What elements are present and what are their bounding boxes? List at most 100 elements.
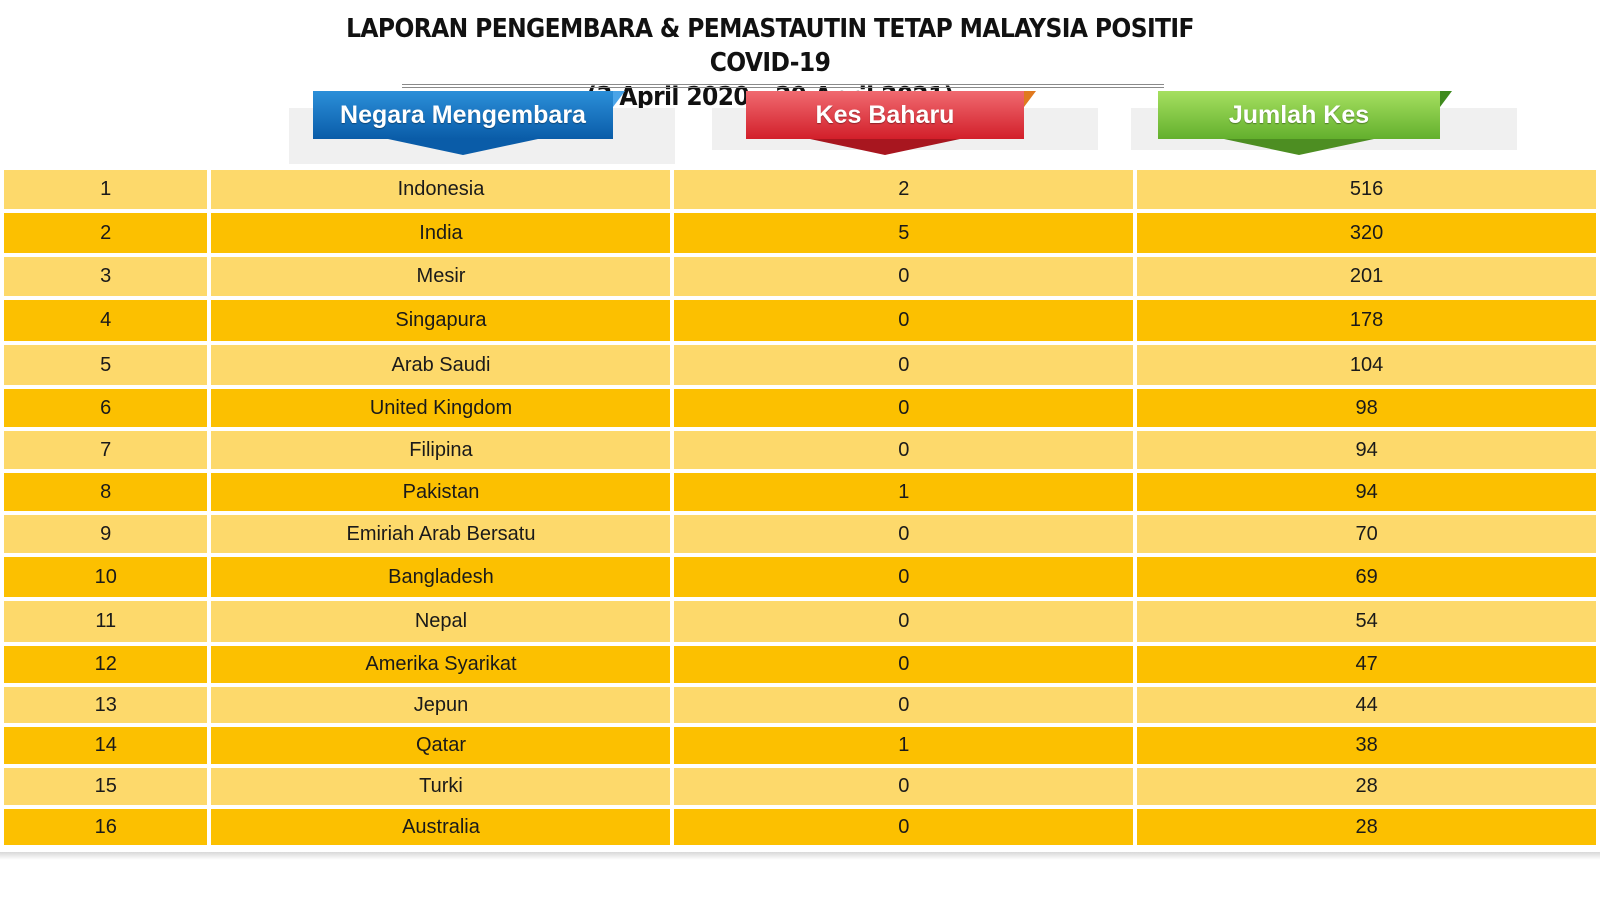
row-number: 3 [0,253,212,300]
total-cases-cell: 69 [1133,553,1600,601]
country-cell: Pakistan [207,469,675,515]
country-cell: Amerika Syarikat [207,642,675,687]
new-cases-cell: 0 [670,764,1138,809]
country-cell: Nepal [207,597,675,646]
table-row: 9 Emiriah Arab Bersatu 0 70 [0,511,1600,557]
new-cases-cell: 0 [670,597,1138,646]
total-cases-cell: 44 [1133,683,1600,727]
header-ribbon [313,91,613,139]
new-cases-cell: 1 [670,723,1138,768]
header-total-cases-label: Jumlah Kes [1228,100,1370,129]
country-cell: India [207,209,675,257]
country-cell: Arab Saudi [207,341,675,389]
country-cell: Bangladesh [207,553,675,601]
table-row: 15 Turki 0 28 [0,764,1600,809]
header-arrow-point [388,139,538,155]
table-row: 3 Mesir 0 201 [0,253,1600,300]
country-cell: Australia [207,805,675,849]
total-cases-cell: 54 [1133,597,1600,646]
header-fold [613,91,625,107]
new-cases-cell: 0 [670,385,1138,431]
cases-table: 1 Indonesia 2 516 2 India 5 320 3 Mesir … [0,166,1600,849]
table-row: 14 Qatar 1 38 [0,723,1600,768]
header-country: Negara Mengembara [313,91,625,155]
row-number: 4 [0,296,212,345]
header-new-cases-label: Kes Baharu [815,100,955,129]
table-row: 8 Pakistan 1 94 [0,469,1600,515]
row-number: 14 [0,723,212,768]
header-ribbon [1158,91,1440,139]
new-cases-cell: 0 [670,511,1138,557]
header-country-label: Negara Mengembara [340,100,586,129]
country-cell: Indonesia [207,166,675,213]
table-row: 5 Arab Saudi 0 104 [0,341,1600,389]
table-row: 2 India 5 320 [0,209,1600,257]
country-cell: Singapura [207,296,675,345]
total-cases-cell: 28 [1133,764,1600,809]
total-cases-cell: 70 [1133,511,1600,557]
row-number: 6 [0,385,212,431]
header-fold [1024,91,1036,107]
table-row: 4 Singapura 0 178 [0,296,1600,345]
total-cases-cell: 516 [1133,166,1600,213]
table-row: 6 United Kingdom 0 98 [0,385,1600,431]
cases-table-body: 1 Indonesia 2 516 2 India 5 320 3 Mesir … [0,166,1600,849]
header-arrow-point [1224,139,1374,155]
new-cases-cell: 5 [670,209,1138,257]
new-cases-cell: 0 [670,341,1138,389]
table-row: 1 Indonesia 2 516 [0,166,1600,213]
new-cases-cell: 2 [670,166,1138,213]
country-cell: Filipina [207,427,675,473]
table-row: 11 Nepal 0 54 [0,597,1600,646]
country-cell: United Kingdom [207,385,675,431]
new-cases-cell: 0 [670,683,1138,727]
row-number: 7 [0,427,212,473]
total-cases-cell: 201 [1133,253,1600,300]
total-cases-cell: 98 [1133,385,1600,431]
country-cell: Mesir [207,253,675,300]
header-arrow-point [810,139,960,155]
new-cases-cell: 0 [670,805,1138,849]
country-cell: Qatar [207,723,675,768]
new-cases-cell: 0 [670,253,1138,300]
header-fold [1440,91,1452,107]
total-cases-cell: 28 [1133,805,1600,849]
header-new-cases: Kes Baharu [746,91,1036,155]
total-cases-cell: 178 [1133,296,1600,345]
country-cell: Emiriah Arab Bersatu [207,511,675,557]
new-cases-cell: 1 [670,469,1138,515]
new-cases-cell: 0 [670,427,1138,473]
total-cases-cell: 94 [1133,427,1600,473]
row-number: 5 [0,341,212,389]
title-divider [402,84,1164,88]
row-number: 9 [0,511,212,557]
table-row: 10 Bangladesh 0 69 [0,553,1600,601]
table-row: 13 Jepun 0 44 [0,683,1600,727]
row-number: 8 [0,469,212,515]
header-total-cases: Jumlah Kes [1158,91,1452,155]
table-row: 16 Australia 0 28 [0,805,1600,849]
country-cell: Jepun [207,683,675,727]
total-cases-cell: 320 [1133,209,1600,257]
row-number: 16 [0,805,212,849]
table-row: 12 Amerika Syarikat 0 47 [0,642,1600,687]
total-cases-cell: 104 [1133,341,1600,389]
row-number: 10 [0,553,212,601]
report-title-line1: LAPORAN PENGEMBARA & PEMASTAUTIN TETAP M… [346,14,1194,78]
row-number: 1 [0,166,212,213]
country-cell: Turki [207,764,675,809]
new-cases-cell: 0 [670,642,1138,687]
new-cases-cell: 0 [670,296,1138,345]
total-cases-cell: 94 [1133,469,1600,515]
total-cases-cell: 38 [1133,723,1600,768]
table-bottom-shadow [0,852,1600,860]
row-number: 11 [0,597,212,646]
table-row: 7 Filipina 0 94 [0,427,1600,473]
row-number: 2 [0,209,212,257]
row-number: 12 [0,642,212,687]
new-cases-cell: 0 [670,553,1138,601]
row-number: 15 [0,764,212,809]
header-ribbon [746,91,1024,139]
row-number: 13 [0,683,212,727]
total-cases-cell: 47 [1133,642,1600,687]
